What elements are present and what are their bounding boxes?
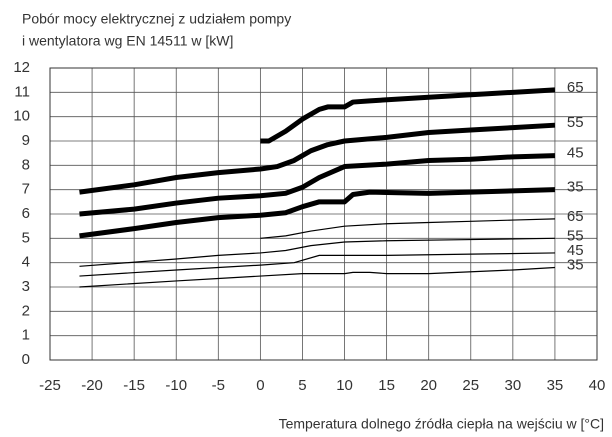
line <box>260 218 555 239</box>
x-tick-label: 40 <box>589 377 606 394</box>
line <box>79 237 555 267</box>
x-tick-label: 10 <box>336 377 353 394</box>
y-tick-label: 11 <box>14 83 30 100</box>
line <box>79 252 555 277</box>
series-label: 55 <box>567 227 584 244</box>
x-tick-label: 0 <box>256 377 264 394</box>
series-label: 35 <box>567 179 584 196</box>
y-tick-label: 9 <box>22 132 30 149</box>
line <box>79 122 556 195</box>
x-tick-label: 30 <box>505 377 522 394</box>
x-tick-label: -15 <box>123 377 145 394</box>
y-tick-label: 0 <box>22 351 30 368</box>
x-tick-label: -5 <box>212 377 225 394</box>
x-tick-label: 35 <box>547 377 564 394</box>
series-label: 65 <box>567 208 584 225</box>
x-tick-label: -25 <box>39 377 61 394</box>
y-tick-label: 8 <box>22 156 30 173</box>
y-tick-label: 6 <box>22 205 30 222</box>
y-tick-label: 10 <box>13 108 30 125</box>
line <box>79 187 555 239</box>
x-tick-label: 5 <box>298 377 306 394</box>
x-axis-label: Temperatura dolnego źródła ciepła na wej… <box>279 416 604 432</box>
y-tick-label: 3 <box>22 278 30 295</box>
x-tick-label: 15 <box>378 377 395 394</box>
y-tick-label: 7 <box>22 181 30 198</box>
plot-frame <box>49 67 598 361</box>
series-label: 35 <box>567 257 584 274</box>
line <box>79 266 555 288</box>
line <box>260 87 556 144</box>
line <box>79 153 555 217</box>
y-tick-label: 1 <box>22 327 30 344</box>
x-tick-label: -10 <box>165 377 187 394</box>
y-tick-label: 4 <box>22 254 30 271</box>
x-tick-label: -20 <box>81 377 103 394</box>
chart-title: Pobór mocy elektrycznej z udziałem pompy <box>22 11 291 27</box>
y-tick-label: 12 <box>13 59 30 76</box>
series-label: 45 <box>567 145 584 162</box>
series-label: 45 <box>567 242 584 259</box>
y-tick-label: 2 <box>22 302 30 319</box>
x-tick-label: 20 <box>420 377 437 394</box>
y-tick-label: 5 <box>22 229 30 246</box>
series-label: 65 <box>567 79 584 96</box>
x-tick-label: 25 <box>462 377 479 394</box>
chart-title: i wentylatora wg EN 14511 w [kW] <box>22 33 233 49</box>
series-label: 55 <box>567 114 584 131</box>
